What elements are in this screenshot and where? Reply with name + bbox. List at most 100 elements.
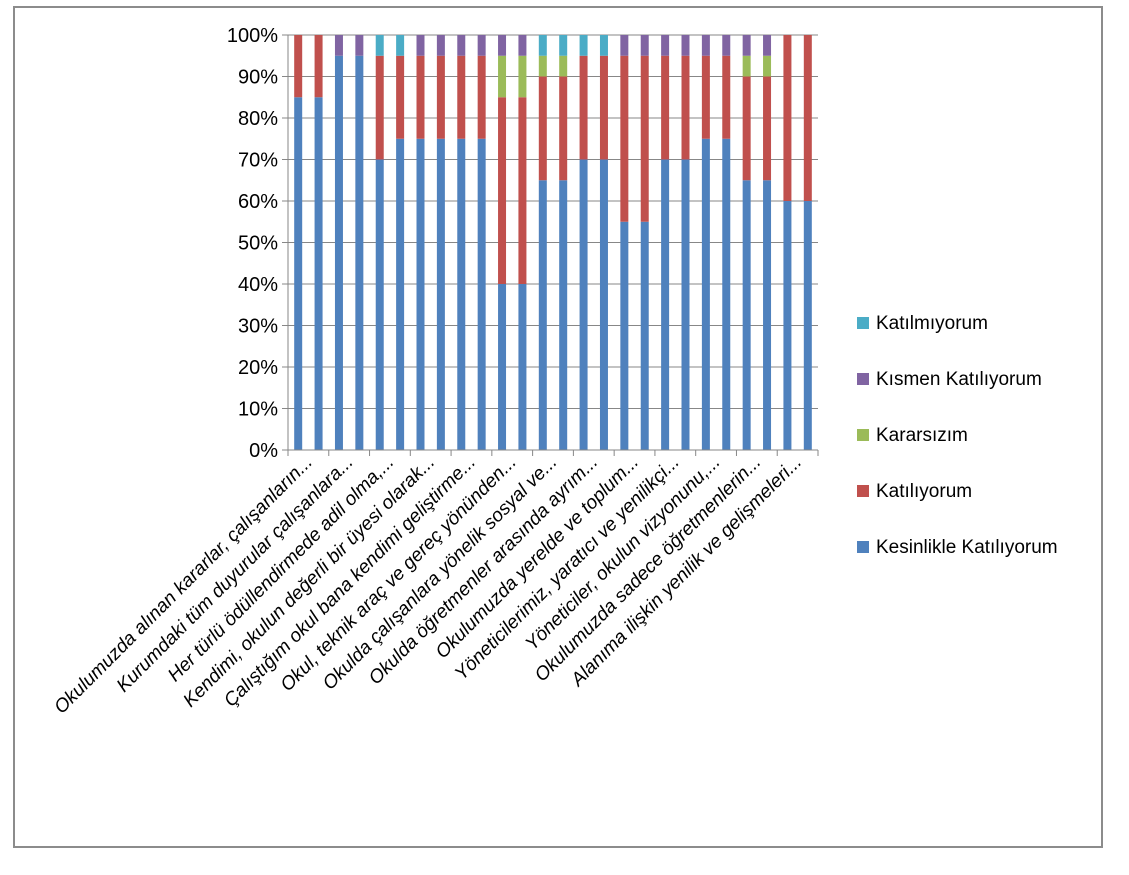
bar-segment [457,138,466,450]
bar-segment [722,138,731,450]
bar-segment [498,35,507,56]
legend-label: Katılıyorum [876,481,972,502]
bar-segment [661,55,670,160]
bar-segment [620,55,629,222]
bar-segment [803,35,812,201]
bar-segment [763,76,772,181]
bar-segment [498,97,507,284]
bar-segment [416,55,425,139]
legend-label: Kesinlikle Katılıyorum [876,537,1058,558]
legend-swatch [857,429,869,441]
legend: Katılmıyorum Kısmen Katılıyorum Kararsızım… [857,313,1058,558]
legend-label: Kararsızım [876,425,968,446]
legend-swatch [857,541,869,553]
bar-segment [375,159,384,450]
bar-segment [559,55,568,77]
bar-segment [498,55,507,98]
bar-segment [559,35,568,56]
bar-segment [518,284,527,450]
bar-segment [599,35,608,56]
bar-segment [579,55,588,160]
bar-segment [620,35,629,56]
bar-segment [742,55,751,77]
bar-segment [477,55,486,139]
legend-swatch [857,485,869,497]
bar-segment [477,138,486,450]
bar-segment [355,55,364,450]
chart-frame [13,6,1103,848]
bar-segment [763,35,772,56]
x-category-labels: Okulumuzda alınan kararlar, çalışanların… [50,452,806,719]
bar-segment [538,76,547,181]
bar-segment [742,76,751,181]
bar-segment [498,284,507,450]
bar-segment [457,55,466,139]
y-tick-label: 100% [227,25,278,47]
bar-segment [661,159,670,450]
bar-segment [334,55,343,450]
bar-segment [640,55,649,222]
bar-segment [538,180,547,450]
bar-segment [396,138,405,450]
bar-segment [620,221,629,450]
bar-segment [599,159,608,450]
bar-segment [538,55,547,77]
bar-segment [763,55,772,77]
bar-segment [742,35,751,56]
bar-segment [783,35,792,201]
bar-segment [701,138,710,450]
bar-segment [538,35,547,56]
y-tick-label: 30% [238,316,278,338]
bar-segment [579,159,588,450]
y-tick-label: 10% [238,399,278,421]
bar-segment [701,55,710,139]
bar-segment [518,97,527,284]
bars [294,35,812,450]
bar-segment [518,35,527,56]
bar-segment [722,35,731,56]
bar-segment [375,35,384,56]
y-tick-label: 20% [238,357,278,379]
bar-segment [681,159,690,450]
bar-segment [416,35,425,56]
bar-segment [742,180,751,450]
legend-label: Kısmen Katılıyorum [876,369,1042,390]
bar-segment [355,35,364,56]
bar-segment [294,97,303,450]
bar-segment [436,55,445,139]
bar-segment [783,201,792,450]
y-tick-label: 90% [238,67,278,89]
bar-segment [375,55,384,160]
y-tick-label: 60% [238,191,278,213]
bar-segment [803,201,812,450]
y-tick-label: 50% [238,233,278,255]
legend-swatch [857,317,869,329]
bar-segment [416,138,425,450]
bar-segment [477,35,486,56]
bar-segment [763,180,772,450]
bar-segment [559,76,568,181]
bar-segment [436,35,445,56]
bar-segment [314,35,323,98]
bar-segment [314,97,323,450]
bar-segment [640,35,649,56]
bar-segment [579,35,588,56]
axes [287,35,819,456]
bar-segment [701,35,710,56]
bar-segment [640,221,649,450]
legend-swatch [857,373,869,385]
y-tick-labels: 0% 10% 20% 30% 40% 50% 60% 70% 80% 90% 100% [227,25,278,462]
y-tick-label: 80% [238,108,278,130]
y-tick-label: 0% [249,440,278,462]
y-tick-label: 70% [238,150,278,172]
bar-segment [599,55,608,160]
bar-segment [436,138,445,450]
bar-segment [559,180,568,450]
bar-segment [722,55,731,139]
bar-segment [294,35,303,98]
bar-segment [396,35,405,56]
bar-segment [396,55,405,139]
y-tick-label: 40% [238,274,278,296]
bar-segment [457,35,466,56]
